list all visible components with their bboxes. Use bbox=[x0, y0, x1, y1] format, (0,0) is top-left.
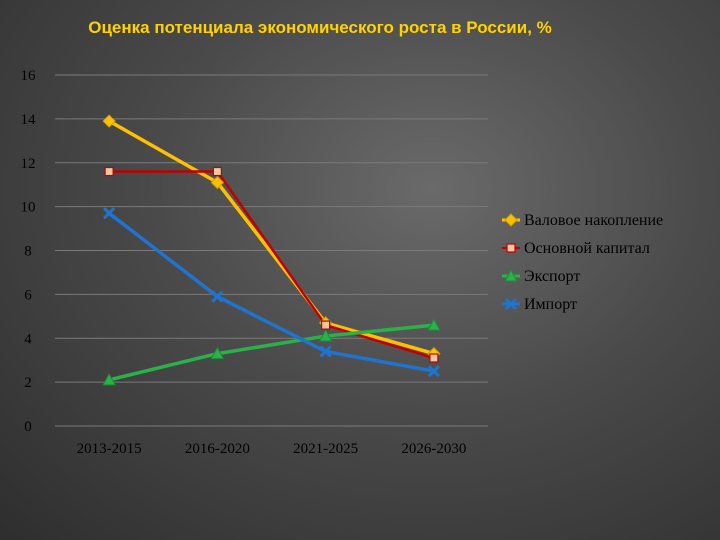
y-tick-label: 4 bbox=[24, 331, 32, 347]
series-lines bbox=[108, 119, 435, 382]
data-point bbox=[427, 318, 441, 331]
x-tick-label: 2026-2030 bbox=[401, 441, 466, 457]
legend-label: Импорт bbox=[524, 296, 577, 313]
y-tick-label: 16 bbox=[21, 68, 37, 84]
data-point bbox=[212, 166, 222, 177]
y-tick-label: 6 bbox=[24, 287, 32, 303]
data-point bbox=[103, 207, 116, 220]
legend-marker bbox=[506, 243, 516, 253]
series-line bbox=[108, 211, 435, 373]
series-line bbox=[109, 170, 435, 360]
data-point bbox=[321, 320, 331, 330]
series-markers bbox=[102, 114, 441, 386]
series-line bbox=[108, 323, 435, 382]
series-line bbox=[108, 119, 435, 356]
data-point bbox=[210, 346, 225, 360]
legend-marker bbox=[504, 213, 518, 227]
legend-label: Валовое накопление bbox=[524, 212, 663, 229]
chart-title: Оценка потенциала экономического роста в… bbox=[88, 18, 552, 37]
data-point bbox=[429, 353, 439, 363]
data-point bbox=[102, 372, 116, 386]
y-tick-label: 12 bbox=[21, 156, 36, 172]
x-tick-label: 2021-2025 bbox=[293, 441, 358, 457]
y-axis-ticks: 0 2 4 6 8 10 12 14 16 bbox=[21, 68, 37, 435]
y-tick-label: 0 bbox=[24, 419, 32, 435]
y-tick-label: 10 bbox=[21, 200, 36, 216]
legend-label: Основной капитал bbox=[524, 240, 650, 257]
y-tick-label: 14 bbox=[21, 112, 37, 128]
y-tick-label: 2 bbox=[24, 375, 32, 391]
legend: Валовое накопление Основной капитал Экспор… bbox=[502, 212, 663, 313]
data-point bbox=[319, 345, 332, 358]
x-tick-label: 2016-2020 bbox=[185, 441, 250, 457]
legend-label: Экспорт bbox=[524, 268, 580, 285]
data-point bbox=[104, 166, 114, 177]
x-axis-ticks: 2013-2015 2016-2020 2021-2025 2026-2030 bbox=[77, 441, 467, 457]
data-point bbox=[427, 365, 440, 378]
data-point bbox=[102, 114, 116, 128]
legend-marker bbox=[504, 268, 518, 282]
data-point bbox=[210, 175, 225, 190]
x-tick-label: 2013-2015 bbox=[77, 441, 142, 457]
data-point bbox=[318, 329, 333, 342]
legend-marker bbox=[504, 297, 518, 311]
y-tick-label: 8 bbox=[24, 244, 32, 260]
data-point bbox=[211, 290, 224, 303]
